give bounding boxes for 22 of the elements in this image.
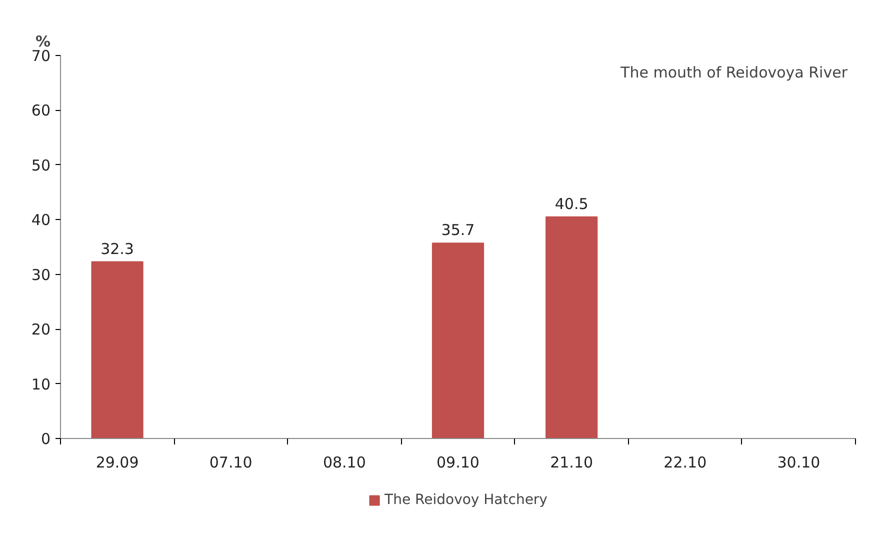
y-tick-label: 0 <box>40 430 51 448</box>
x-tick-label: 30.10 <box>777 454 820 472</box>
legend-label: The Reidovoy Hatchery <box>384 492 548 508</box>
x-tick-label: 29.09 <box>96 454 139 472</box>
x-tick-label: 08.10 <box>322 454 366 472</box>
data-label: 40.5 <box>554 194 588 213</box>
x-tick-label: 09.10 <box>436 454 480 472</box>
bar <box>91 261 144 438</box>
data-label: 35.7 <box>441 221 475 240</box>
bar <box>432 242 484 438</box>
y-tick-label: 40 <box>31 211 51 230</box>
data-label: 32.3 <box>100 240 134 258</box>
x-tick-label: 07.10 <box>209 454 252 472</box>
bar <box>546 216 598 438</box>
y-tick-label: 30 <box>31 266 51 284</box>
y-tick-label: 10 <box>31 375 51 394</box>
y-tick-label: 60 <box>31 102 51 120</box>
x-tick-label: 22.10 <box>664 454 707 472</box>
x-tick-label: 21.10 <box>550 454 594 472</box>
y-tick-label: 20 <box>31 320 51 339</box>
annotation: The mouth of Reidovoya River <box>620 64 848 82</box>
y-tick-label: 50 <box>31 156 51 174</box>
